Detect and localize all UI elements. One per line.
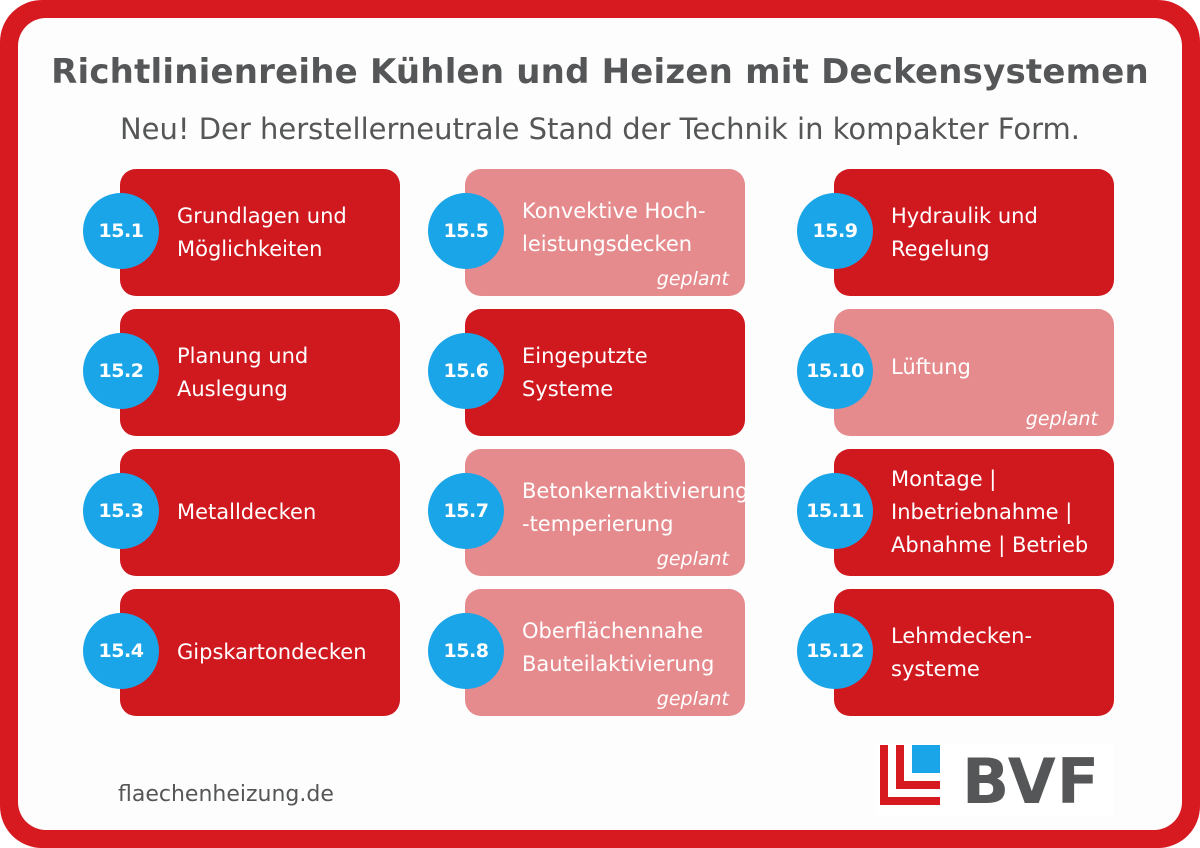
- card-title: Oberflächennahe Bauteilaktivierung: [522, 589, 735, 706]
- card-title-line: Oberflächennahe: [522, 618, 704, 643]
- page-title: Richtlinienreihe Kühlen und Heizen mit D…: [51, 52, 1149, 92]
- guideline-card-15-5: Konvektive Hoch-leistungsdecken geplant: [465, 169, 745, 296]
- bvf-logo-wordmark: BVF: [962, 745, 1100, 816]
- card-title: Montage | Inbetriebnahme | Abnahme | Betri…: [891, 449, 1104, 576]
- section-number-badge: 15.1: [83, 193, 159, 269]
- section-number-badge: 15.2: [83, 333, 159, 409]
- card-title-line: Auslegung: [177, 376, 288, 401]
- card-title-line: -temperierung: [522, 511, 674, 536]
- guideline-card-15-8: Oberflächennahe Bauteilaktivierung geplant: [465, 589, 745, 716]
- card-title-line: systeme: [891, 656, 980, 681]
- planned-note: geplant: [1025, 408, 1098, 430]
- planned-note: geplant: [656, 268, 729, 290]
- card-title-line: Planung und: [177, 343, 309, 368]
- card-title: Planung und Auslegung: [177, 309, 390, 436]
- card-title-line: Eingeputzte: [522, 343, 648, 368]
- card-title: Lüftung: [891, 309, 1104, 426]
- section-number-badge: 15.3: [83, 473, 159, 549]
- section-number-badge: 15.12: [797, 613, 873, 689]
- card-title-line: Systeme: [522, 376, 614, 401]
- section-number-badge: 15.10: [797, 333, 873, 409]
- card-title: Konvektive Hoch-leistungsdecken: [522, 169, 735, 286]
- section-number-badge: 15.11: [797, 473, 873, 549]
- guideline-card-15-11: Montage | Inbetriebnahme | Abnahme | Betri…: [834, 449, 1114, 576]
- section-number-badge: 15.7: [428, 473, 504, 549]
- card-title-line: Bauteilaktivierung: [522, 651, 715, 676]
- card-title-line: Grundlagen und: [177, 203, 347, 228]
- card-title-line: Konvektive Hoch-: [522, 198, 706, 223]
- card-title-line: Metalldecken: [177, 500, 317, 524]
- card-title: Gipskartondecken: [177, 589, 390, 716]
- planned-note: geplant: [656, 548, 729, 570]
- card-title: Eingeputzte Systeme: [522, 309, 735, 436]
- section-number-badge: 15.4: [83, 613, 159, 689]
- card-title: Hydraulik und Regelung: [891, 169, 1104, 296]
- card-title-line: Hydraulik und: [891, 203, 1038, 228]
- card-title-line: Montage |: [891, 467, 997, 491]
- guideline-card-15-10: Lüftung geplant: [834, 309, 1114, 436]
- guideline-card-15-7: Betonkernaktivierung, -temperierung geplan…: [465, 449, 756, 576]
- card-title-line: Regelung: [891, 236, 990, 261]
- card-title-line: Lehmdecken-: [891, 623, 1033, 648]
- guideline-card-15-12: Lehmdecken-systeme: [834, 589, 1114, 716]
- guideline-card-15-4: Gipskartondecken: [120, 589, 400, 716]
- planned-note: geplant: [656, 688, 729, 710]
- card-title-line: Betonkernaktivierung,: [522, 478, 756, 503]
- guideline-card-15-1: Grundlagen und Möglichkeiten: [120, 169, 400, 296]
- card-title-line: Möglichkeiten: [177, 236, 323, 261]
- card-title: Grundlagen und Möglichkeiten: [177, 169, 390, 296]
- section-number-badge: 15.9: [797, 193, 873, 269]
- section-number-badge: 15.5: [428, 193, 504, 269]
- card-title-line: Gipskartondecken: [177, 640, 367, 664]
- bvf-logo: BVF: [876, 743, 1113, 816]
- guideline-card-15-6: Eingeputzte Systeme: [465, 309, 745, 436]
- card-title-line: leistungsdecken: [522, 231, 693, 256]
- card-title: Lehmdecken-systeme: [891, 589, 1104, 716]
- card-title-line: Lüftung: [891, 355, 971, 379]
- guideline-card-15-2: Planung und Auslegung: [120, 309, 400, 436]
- card-title: Metalldecken: [177, 449, 390, 576]
- card-title-line: Abnahme | Betrieb: [891, 533, 1089, 557]
- page-subtitle: Neu! Der herstellerneutrale Stand der Te…: [119, 112, 1081, 146]
- guideline-card-15-3: Metalldecken: [120, 449, 400, 576]
- card-title: Betonkernaktivierung, -temperierung: [522, 449, 756, 566]
- section-number-badge: 15.8: [428, 613, 504, 689]
- card-title-line: Inbetriebnahme |: [891, 500, 1073, 524]
- section-number-badge: 15.6: [428, 333, 504, 409]
- website-link[interactable]: flaechenheizung.de: [118, 782, 334, 807]
- bvf-logo-mark-icon: [880, 745, 940, 805]
- guideline-card-15-9: Hydraulik und Regelung: [834, 169, 1114, 296]
